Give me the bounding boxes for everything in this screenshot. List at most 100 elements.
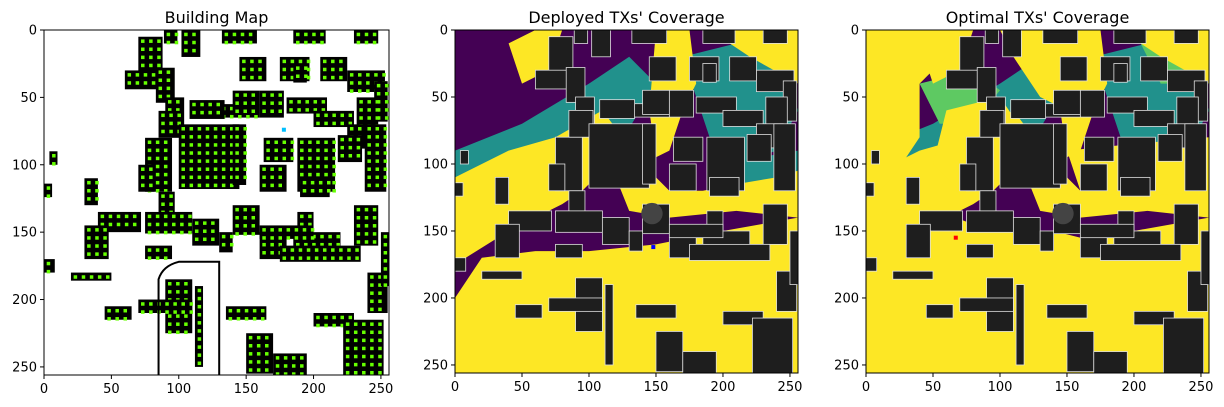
y-tick-label: 50 <box>842 90 859 105</box>
building <box>1140 56 1168 82</box>
candidate-site <box>300 172 304 177</box>
candidate-site <box>376 91 381 96</box>
axes-frame <box>865 29 1210 374</box>
candidate-site <box>147 214 152 219</box>
building <box>1010 99 1046 119</box>
candidate-site <box>221 183 226 188</box>
candidate-site <box>163 148 168 153</box>
candidate-site <box>189 135 194 139</box>
candidate-site <box>384 100 389 104</box>
candidate-site <box>151 81 156 85</box>
candidate-site <box>197 167 202 171</box>
building <box>1173 203 1199 245</box>
candidate-site <box>228 308 233 313</box>
candidate-site <box>383 267 388 271</box>
candidate-site <box>251 224 256 228</box>
candidate-site <box>383 159 388 163</box>
building <box>672 136 704 162</box>
candidate-site <box>143 81 148 85</box>
candidate-site <box>248 360 253 364</box>
candidate-site <box>320 40 324 45</box>
candidate-site <box>308 222 312 227</box>
candidate-site <box>95 252 99 256</box>
candidate-site <box>123 308 128 313</box>
candidate-site <box>149 302 153 306</box>
candidate-site <box>97 275 102 279</box>
building <box>966 210 1014 233</box>
candidate-site <box>127 73 132 77</box>
candidate-site <box>163 230 168 235</box>
candidate-site <box>243 215 247 220</box>
building <box>1113 63 1128 83</box>
candidate-site <box>367 127 371 131</box>
candidate-site <box>250 67 254 72</box>
candidate-site <box>375 143 380 147</box>
candidate-site <box>166 78 171 83</box>
candidate-site <box>370 330 374 335</box>
building <box>588 123 650 189</box>
candidate-site <box>324 164 328 169</box>
candidate-site <box>181 143 185 147</box>
candidate-site <box>213 167 218 171</box>
y-tick-label: 100 <box>12 158 37 173</box>
x-tick-label: 50 <box>103 382 120 397</box>
candidate-site <box>87 180 91 185</box>
candidate-site <box>181 183 185 188</box>
candidate-site <box>243 127 247 131</box>
candidate-site <box>87 197 91 201</box>
candidate-site <box>310 236 315 240</box>
y-tick-label: 100 <box>834 157 859 172</box>
candidate-site <box>378 346 382 351</box>
candidate-site <box>95 244 99 248</box>
building <box>1042 30 1079 44</box>
candidate-site <box>213 135 218 139</box>
candidate-site <box>376 83 381 88</box>
candidate-site <box>73 275 78 279</box>
candidate-site <box>149 63 153 68</box>
candidate-site <box>197 143 202 147</box>
candidate-site <box>291 356 296 360</box>
candidate-site <box>308 156 312 161</box>
candidate-site <box>275 364 280 368</box>
candidate-site <box>260 317 265 321</box>
candidate-site <box>221 159 226 163</box>
candidate-site <box>378 275 382 279</box>
candidate-site <box>378 338 382 343</box>
building <box>455 182 464 197</box>
candidate-site <box>375 135 380 139</box>
candidate-site <box>167 314 172 318</box>
candidate-site <box>270 228 274 232</box>
panel-title: Optimal TXs' Coverage <box>946 8 1130 27</box>
candidate-site <box>232 40 237 45</box>
candidate-site <box>181 159 185 163</box>
building <box>648 56 677 82</box>
building <box>194 286 204 367</box>
candidate-site <box>203 237 207 242</box>
building <box>1100 243 1182 261</box>
candidate-site <box>124 222 129 227</box>
candidate-site <box>205 135 210 139</box>
candidate-site <box>221 135 226 139</box>
candidate-site <box>304 32 308 37</box>
candidate-site <box>340 145 344 150</box>
x-tick-label: 100 <box>988 380 1013 395</box>
candidate-site <box>312 242 316 247</box>
candidate-site <box>378 370 382 375</box>
candidate-site <box>270 236 274 240</box>
candidate-site <box>176 330 180 335</box>
candidate-site <box>382 73 386 77</box>
candidate-site <box>265 335 269 340</box>
candidate-site <box>265 368 269 372</box>
candidate-site <box>189 183 194 188</box>
candidate-site <box>244 317 249 321</box>
plot-area <box>44 30 389 375</box>
building <box>655 331 684 373</box>
candidate-site <box>229 106 234 111</box>
building <box>1093 351 1128 373</box>
candidate-site <box>298 248 303 252</box>
candidate-site <box>184 282 188 286</box>
candidate-site <box>87 236 91 240</box>
candidate-site <box>165 310 169 314</box>
candidate-site <box>235 215 239 220</box>
candidate-site <box>147 248 152 252</box>
